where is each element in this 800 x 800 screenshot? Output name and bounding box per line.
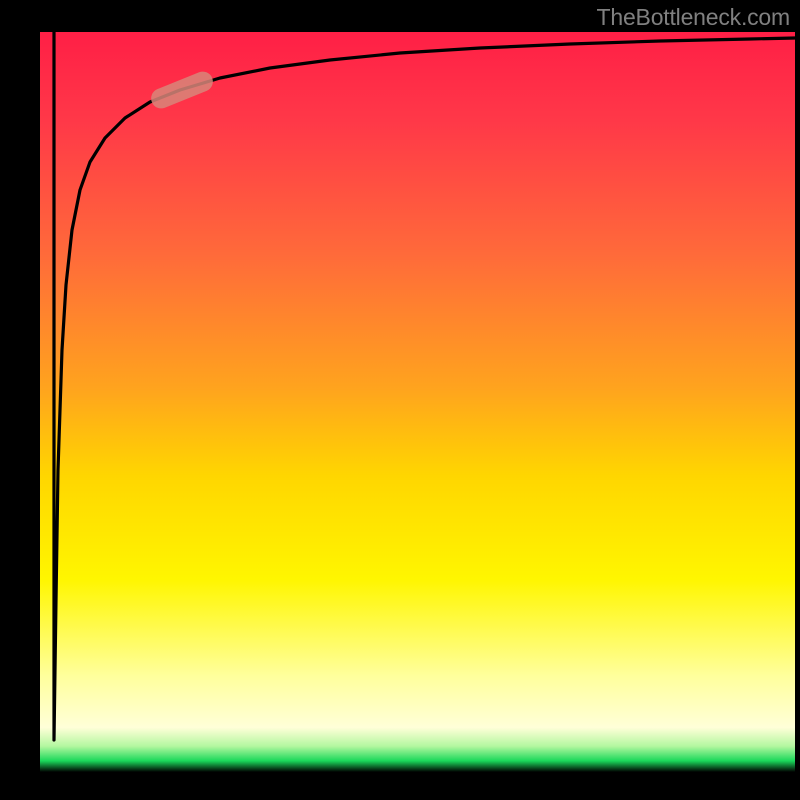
frame-bottom (0, 772, 800, 800)
chart-container: TheBottleneck.com (0, 0, 800, 800)
plot-background (40, 32, 795, 772)
watermark-text: TheBottleneck.com (597, 4, 790, 31)
chart-svg (0, 0, 800, 800)
frame-right (795, 0, 800, 800)
frame-left (0, 0, 40, 800)
